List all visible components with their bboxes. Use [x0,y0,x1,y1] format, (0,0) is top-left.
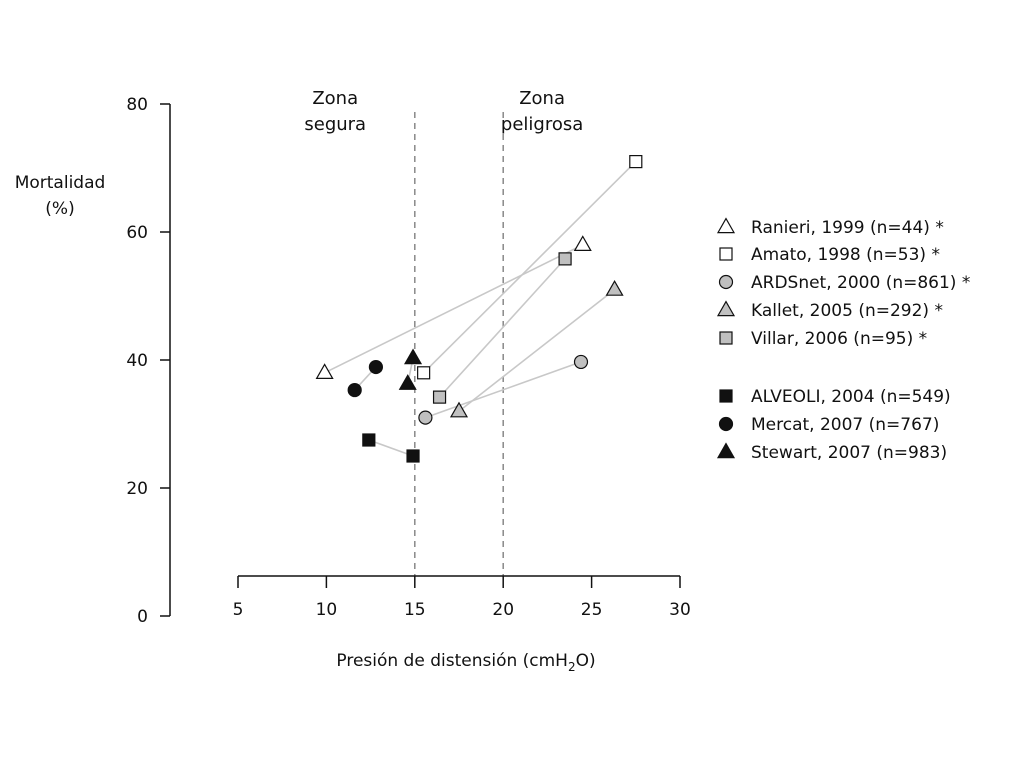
legend-label-amato: Amato, 1998 (n=53) * [751,245,940,265]
y-axis-title-line-1: Mortalidad [15,173,106,193]
y-tick-label-20: 20 [126,479,148,499]
villar-connector [438,258,566,398]
stewart-point-0 [398,374,417,390]
legend-marker-alveoli [719,389,733,403]
mercat-point-1 [368,359,384,375]
kallet-point-0 [449,401,469,418]
legend-marker-ranieri [716,217,736,234]
legend-label-stewart: Stewart, 2007 (n=983) [751,443,947,463]
ardsnet-connector [425,361,582,419]
x-ticks: 5 10 15 20 25 30 [233,576,691,620]
zone-label-1-line-0: Zona [519,88,565,109]
kallet-connector [458,288,616,412]
legend-marker-stewart [716,442,736,459]
legend-marker-ardsnet [718,274,734,290]
x-tick-label-15: 15 [404,600,426,620]
alveoli-connector [368,439,414,457]
legend-label-alveoli: ALVEOLI, 2004 (n=549) [751,387,951,407]
zone-label-1-line-1: peligrosa [501,114,583,135]
legend-label-ardsnet: ARDSnet, 2000 (n=861) * [751,273,970,293]
y-tick-label-80: 80 [126,95,148,115]
y-ticks: 0 20 40 60 80 [126,95,170,627]
villar-point-0 [432,390,447,404]
x-tick-label-30: 30 [669,600,691,620]
legend-label-mercat: Mercat, 2007 (n=767) [751,415,939,435]
legend-marker-amato [719,247,733,261]
legend-label-ranieri: Ranieri, 1999 (n=44) * [751,218,944,238]
y-tick-label-40: 40 [126,351,148,371]
x-tick-label-5: 5 [233,600,244,620]
legend-marker-kallet [716,300,736,317]
ardsnet-point-1 [573,354,589,370]
ardsnet-point-0 [418,410,433,425]
series-connectors [324,161,637,457]
amato-point-1 [629,155,643,169]
legend-marker-villar [719,331,733,345]
x-axis-title: Presión de distensión (cmH2O) [336,651,595,674]
ranieri-point-1 [573,235,592,251]
y-tick-label-60: 60 [126,223,148,243]
kallet-point-1 [605,279,624,296]
stewart-point-1 [403,348,423,365]
alveoli-point-0 [362,433,376,447]
legend-label-villar: Villar, 2006 (n=95) * [751,329,927,349]
y-axis-title-line-2: (%) [45,199,74,219]
alveoli-point-1 [406,449,420,463]
y-tick-label-0: 0 [137,607,148,627]
legend-label-kallet: Kallet, 2005 (n=292) * [751,301,943,321]
zone-label-0-line-0: Zona [312,88,358,109]
zone-labels: Zona segura Zona peligrosa [304,88,583,135]
amato-connector [423,161,637,374]
x-tick-label-25: 25 [581,600,603,620]
amato-point-0 [417,366,431,380]
data-markers [315,155,643,463]
x-axis-title-subscript: 2 [568,660,576,674]
ranieri-point-0 [315,363,334,379]
x-tick-label-10: 10 [316,600,338,620]
legend-marker-mercat [718,416,734,432]
ranieri-connector [324,244,584,374]
axes [169,104,680,616]
mercat-point-0 [347,382,362,398]
zone-label-0-line-1: segura [304,114,366,135]
legend: Ranieri, 1999 (n=44) * Amato, 1998 (n=53)… [716,217,970,463]
x-tick-label-20: 20 [492,600,514,620]
reference-lines [414,112,504,576]
villar-point-1 [558,252,572,266]
